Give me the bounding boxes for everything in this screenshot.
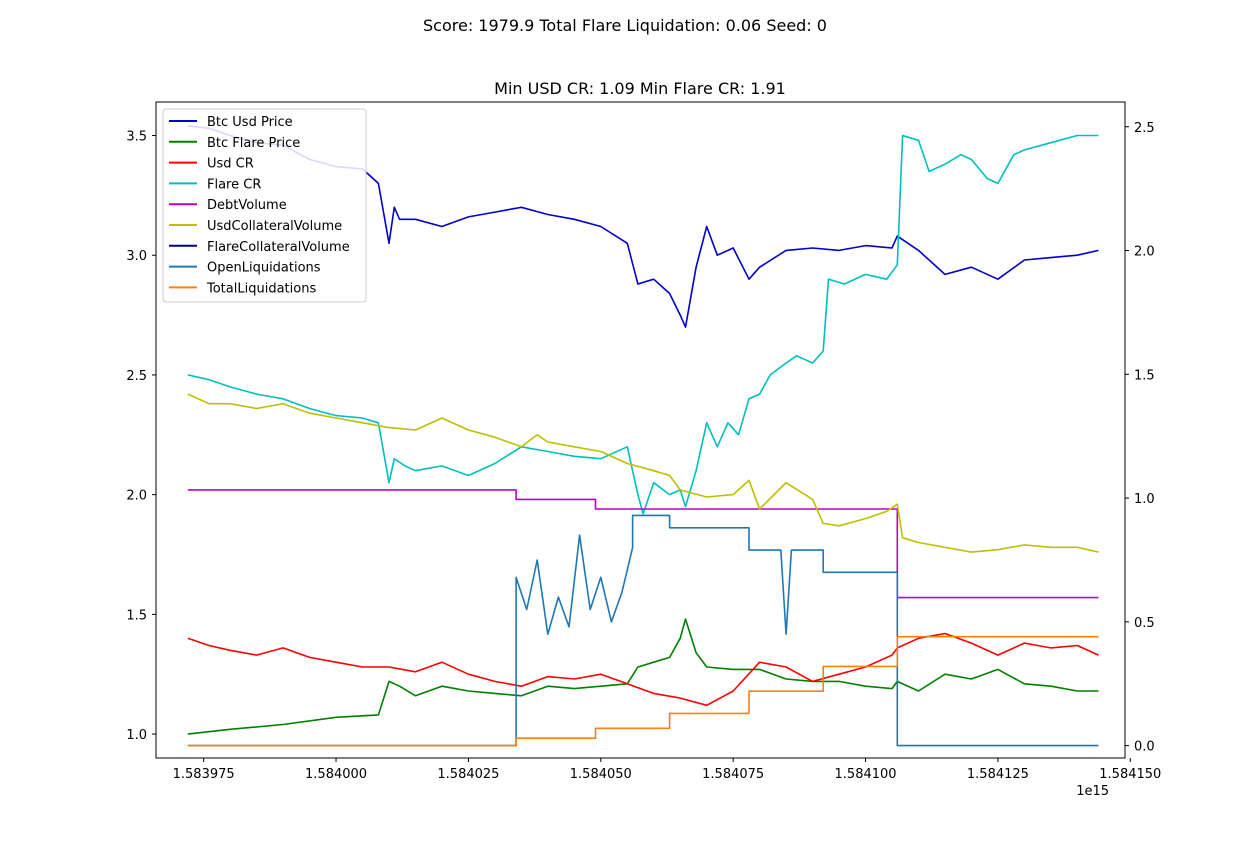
figure-suptitle: Score: 1979.9 Total Flare Liquidation: 0… xyxy=(423,16,827,35)
x-axis: 1.583975 1.584000 1.584025 1.584050 1.584075… xyxy=(173,758,1161,782)
legend-label-usd-cr: Usd CR xyxy=(207,157,254,172)
y-left-tick-label: 3.0 xyxy=(126,249,147,264)
legend: Btc Usd Price Btc Flare Price Usd CR Flare … xyxy=(162,108,367,303)
x-tick-label: 1.584050 xyxy=(570,767,632,782)
y-right-tick-label: 0.5 xyxy=(1134,616,1155,631)
legend-label-usdcollateralvolume: UsdCollateralVolume xyxy=(207,219,342,234)
y-right-tick-label: 2.5 xyxy=(1134,121,1155,136)
y-left-tick-label: 1.0 xyxy=(126,728,147,743)
chart-title: Min USD CR: 1.09 Min Flare CR: 1.91 xyxy=(494,79,786,98)
x-tick-label: 1.583975 xyxy=(173,767,235,782)
y-right-tick-label: 2.0 xyxy=(1134,245,1155,260)
legend-box xyxy=(162,108,367,303)
legend-label-totalliquidations: TotalLiquidations xyxy=(206,281,316,296)
y-left-tick-label: 1.5 xyxy=(126,608,147,623)
series-line-btc-flare-price xyxy=(187,618,1099,735)
series-line-totalliquidations xyxy=(187,635,1099,747)
x-tick-label: 1.584075 xyxy=(702,767,764,782)
series-line-flare-cr xyxy=(187,134,1099,515)
series-line-usdcollateralvolume xyxy=(187,393,1099,553)
x-tick-label: 1.584150 xyxy=(1099,767,1161,782)
x-tick-label: 1.584025 xyxy=(437,767,499,782)
legend-label-btc-flare-price: Btc Flare Price xyxy=(207,136,300,151)
legend-label-flare-cr: Flare CR xyxy=(207,177,261,192)
legend-label-btc-usd-price: Btc Usd Price xyxy=(207,115,293,130)
series-layer xyxy=(187,125,1099,747)
series-line-btc-usd-price xyxy=(187,125,1099,328)
legend-label-openliquidations: OpenLiquidations xyxy=(207,261,321,276)
y-left-tick-label: 3.5 xyxy=(126,130,147,145)
y-axis-left: 1.0 1.5 2.0 2.5 3.0 3.5 xyxy=(126,130,156,743)
legend-label-flarecollateralvolume: FlareCollateralVolume xyxy=(207,240,350,255)
x-offset-label: 1e15 xyxy=(1076,784,1109,799)
series-line-usd-cr xyxy=(187,632,1099,707)
y-axis-right: 0.0 0.5 1.0 1.5 2.0 2.5 xyxy=(1125,121,1155,755)
x-tick-label: 1.584100 xyxy=(835,767,897,782)
y-right-tick-label: 0.0 xyxy=(1134,740,1155,755)
x-tick-label: 1.584000 xyxy=(305,767,367,782)
y-left-tick-label: 2.5 xyxy=(126,369,147,384)
legend-label-debtvolume: DebtVolume xyxy=(207,198,287,213)
y-right-tick-label: 1.5 xyxy=(1134,368,1155,383)
y-left-tick-label: 2.0 xyxy=(126,489,147,504)
plot-frame xyxy=(155,101,1126,759)
x-tick-label: 1.584125 xyxy=(967,767,1029,782)
y-right-tick-label: 1.0 xyxy=(1134,492,1155,507)
series-line-openliquidations xyxy=(187,514,1099,747)
